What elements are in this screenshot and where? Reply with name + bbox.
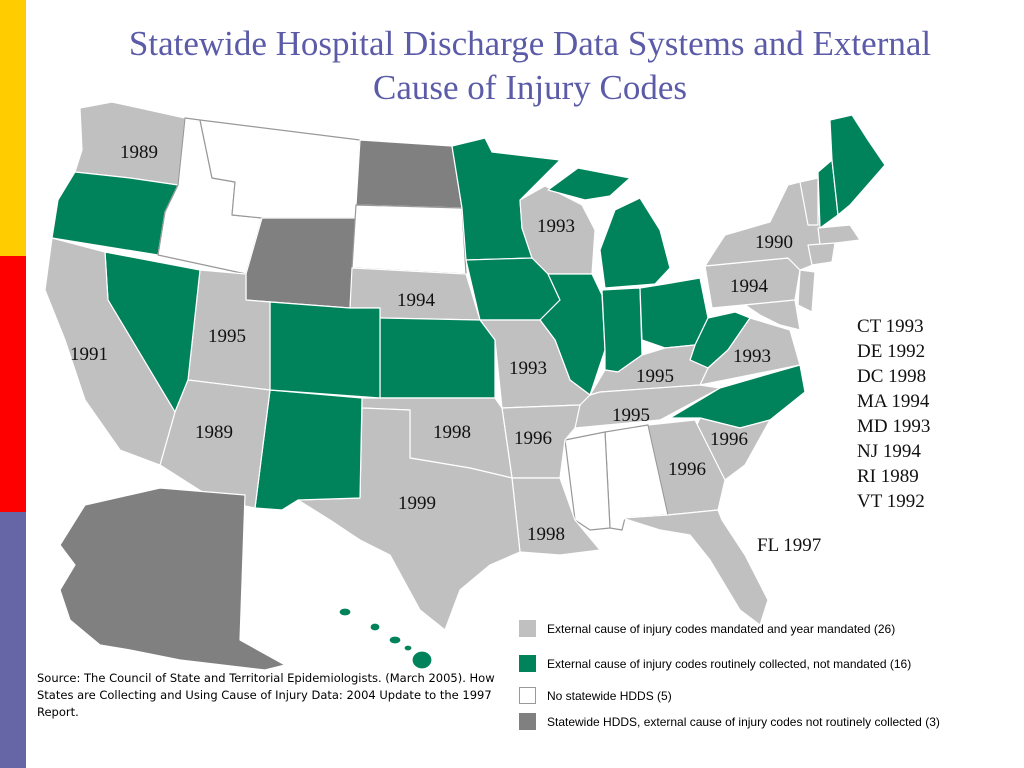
state-MA [817,224,861,246]
title-line-1: Statewide Hospital Discharge Data System… [128,24,932,63]
state-CO [269,301,381,399]
state-MD [744,299,801,331]
map-label-pa: 1994 [730,276,769,297]
legend-label-no-hdds: No statewide HDDS (5) [547,688,672,703]
florida-year-label: FL 1997 [757,535,822,556]
state-HI [338,607,433,670]
state-OH [639,277,709,349]
legend-label-not-collected: Statewide HDDS, external cause of injury… [547,714,940,729]
state-NM [254,389,363,511]
legend-item-mandated: External cause of injury codes mandated … [519,620,895,637]
state-FL [621,509,769,626]
map-label-la: 1998 [527,524,565,545]
map-label-ca: 1991 [70,344,108,365]
map-label-tn: 1995 [612,405,650,426]
legend-item-not-collected: Statewide HDDS, external cause of injury… [519,713,940,730]
map-label-sc: 1996 [710,429,748,450]
map-label-ok: 1998 [433,422,471,443]
small-state-de: DE 1992 [857,341,926,362]
accent-bar-yellow [0,0,26,256]
map-label-tx: 1999 [398,493,436,514]
state-CA [44,237,176,466]
slide-title: Statewide Hospital Discharge Data System… [60,22,1000,110]
small-state-md: MD 1993 [857,416,931,437]
map-label-ar: 1996 [514,428,552,449]
small-state-nj: NJ 1994 [857,441,921,462]
map-label-az: 1989 [195,422,233,443]
state-MI [599,197,671,289]
title-line-2: Cause of Injury Codes [373,68,687,107]
state-SD [351,204,467,275]
state-ME [829,114,886,216]
map-label-ky: 1995 [636,366,674,387]
small-state-ct: CT 1993 [857,316,924,337]
legend-label-routinely-collected: External cause of injury codes routinely… [547,656,912,671]
state-KS [379,317,496,399]
map-label-ga: 1996 [668,459,706,480]
accent-bar-red [0,256,26,512]
map-label-ny: 1990 [755,232,793,253]
state-TX [297,407,521,631]
state-AK [59,487,286,671]
small-state-vt: VT 1992 [857,491,925,512]
small-state-dc: DC 1998 [857,366,927,387]
state-MI-upper [547,167,631,201]
state-WY [245,217,357,309]
map-label-wa: 1989 [120,142,158,163]
accent-bar-blue [0,512,26,768]
map-label-ne: 1994 [397,290,436,311]
source-citation: Source: The Council of State and Territo… [37,671,495,719]
legend-swatch-mandated [519,620,536,637]
legend-swatch-routinely-collected [519,655,536,672]
state-ND [355,139,463,209]
state-CT [807,242,836,266]
map-label-ut: 1995 [208,326,246,347]
legend-swatch-no-hdds [519,687,536,704]
map-label-wi: 1993 [537,216,575,237]
legend-item-no-hdds: No statewide HDDS (5) [519,687,672,704]
legend-item-routinely-collected: External cause of injury codes routinely… [519,655,911,672]
legend-swatch-not-collected [519,713,536,730]
small-state-ma: MA 1994 [857,391,930,412]
map-label-mo: 1993 [509,358,547,379]
small-state-ri: RI 1989 [857,466,919,487]
state-MS [564,431,611,531]
state-NJ [797,269,816,313]
state-MO [479,319,591,409]
map-year-labels: 1989 1991 1995 1989 1994 1998 1999 1993 … [70,142,793,545]
small-states-year-list: CT 1993 DE 1992 DC 1998 MA 1994 MD 1993 … [857,314,930,514]
map-label-va: 1993 [733,346,771,367]
state-VT [799,177,819,226]
legend-label-mandated: External cause of injury codes mandated … [547,621,896,636]
